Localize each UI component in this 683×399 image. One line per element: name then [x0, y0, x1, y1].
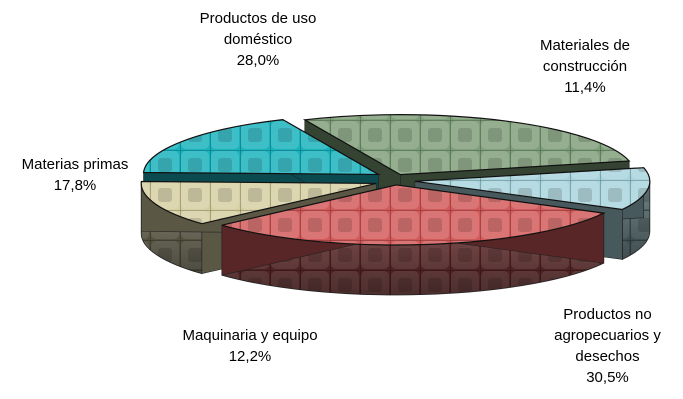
slice-value-label: 12,2%	[228, 348, 272, 365]
slice-1-top-texture	[414, 167, 651, 211]
slice-name-line-1: Materias primas	[21, 156, 129, 173]
slice-label-materiales-de-construccion: Materiales de construcción 11,4%	[505, 35, 665, 98]
slice-name-line-2: doméstico	[223, 31, 293, 48]
slice-2-top-texture	[221, 184, 606, 246]
slice-label-maquinaria-y-equipo: Maquinaria y equipo 12,2%	[150, 325, 350, 367]
slice-value-label: 30,5%	[586, 369, 629, 386]
slice-name-line-2: agropecuarios y	[554, 327, 661, 344]
slice-3-top-texture	[140, 180, 377, 225]
slice-name-line-1: Maquinaria y equipo	[182, 327, 318, 344]
slice-name-line-1: Productos de uso	[199, 10, 317, 27]
slice-4-top-texture	[142, 118, 381, 176]
slice-name-line-1: Productos no	[563, 306, 652, 323]
slice-0-top-texture	[302, 114, 631, 176]
slice-value-label: 17,8%	[53, 177, 97, 194]
slice-label-materias-primas: Materias primas 17,8%	[0, 154, 150, 196]
slice-label-productos-no-agropecuarios: Productos no agropecuarios y desechos 30…	[535, 304, 680, 388]
slice-name-line-2: construcción	[542, 58, 628, 75]
slice-value-label: 11,4%	[564, 79, 606, 96]
slice-name-line-1: Materiales de	[539, 37, 631, 54]
slice-label-productos-de-uso-domestico: Productos de uso doméstico 28,0%	[168, 8, 348, 71]
slice-name-line-3: desechos	[575, 348, 640, 365]
slice-value-label: 28,0%	[236, 52, 280, 69]
